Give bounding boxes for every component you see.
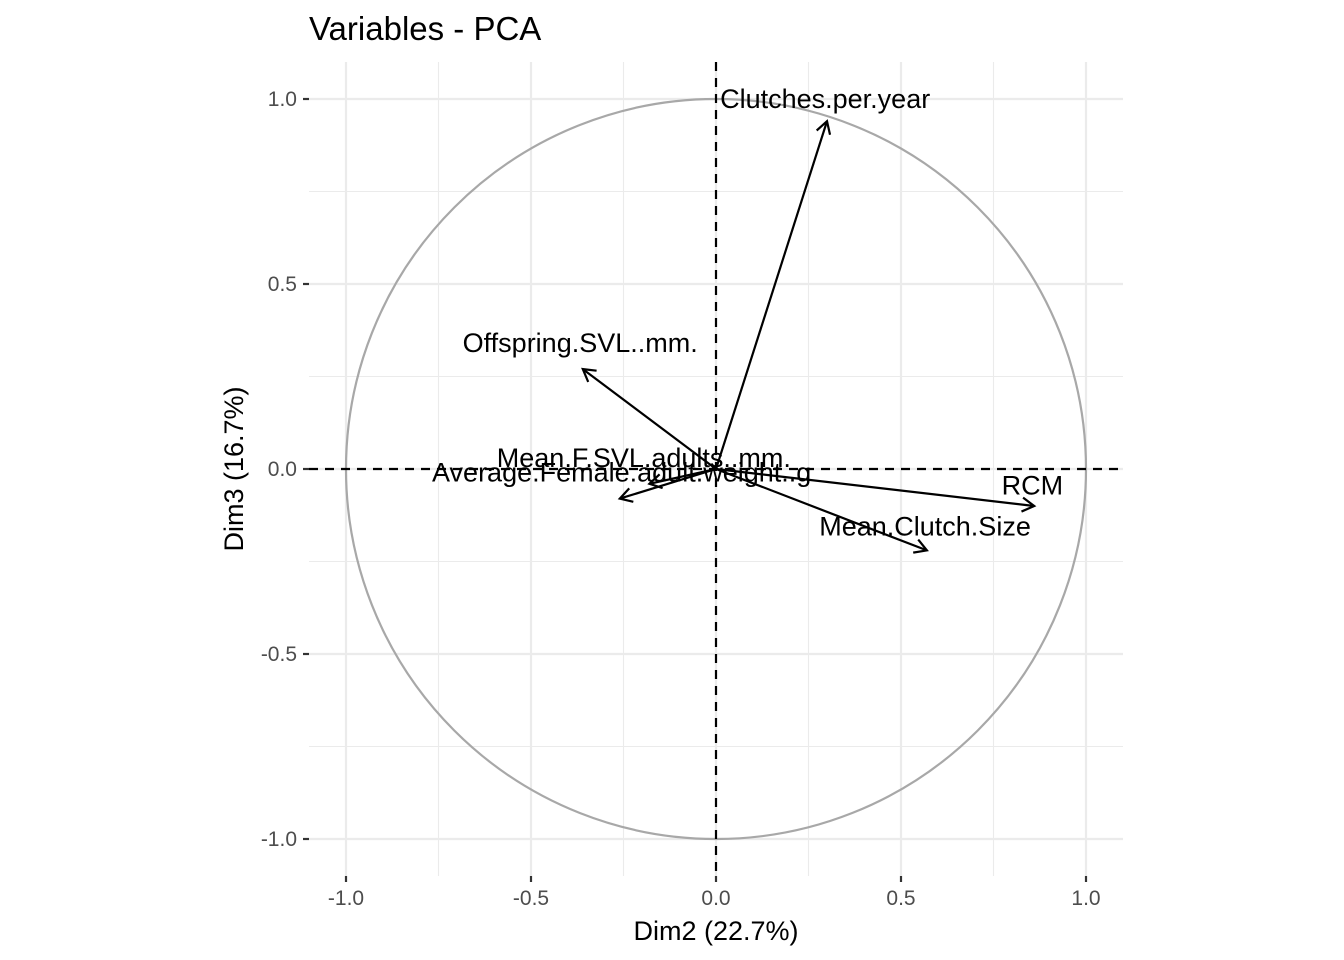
y-tick-label: -1.0	[261, 828, 297, 851]
label-offspring-svl-mm: Offspring.SVL..mm.	[463, 328, 698, 358]
variable-labels: Clutches.per.year Offspring.SVL..mm. Mean.…	[432, 84, 1063, 541]
y-axis-title: Dim3 (16.7%)	[219, 386, 249, 551]
chart-title: Variables - PCA	[309, 10, 541, 47]
label-clutches-per-year: Clutches.per.year	[720, 84, 930, 114]
label-mean-clutch-size: Mean.Clutch.Size	[819, 511, 1031, 541]
x-tick-label: -1.0	[328, 887, 364, 910]
x-tick-label: 0.5	[886, 887, 915, 910]
y-tick-label: 0.5	[268, 273, 297, 296]
y-tick-label: 0.0	[268, 458, 297, 481]
x-axis-title: Dim2 (22.7%)	[633, 916, 798, 946]
arrow-rcm	[715, 467, 1037, 513]
arrow-offspring-svl-mm	[581, 367, 717, 470]
variable-arrows	[581, 119, 1037, 554]
x-tick-label: -0.5	[513, 887, 549, 910]
label-rcm: RCM	[1002, 471, 1064, 501]
x-tick-label: 1.0	[1071, 887, 1100, 910]
arrow-mean-clutch-size	[715, 467, 929, 554]
x-tick-label: 0.0	[701, 887, 730, 910]
label-mean-f-svl-adults-mm: Mean.F.SVL.adults..mm.	[497, 443, 791, 473]
axes: -1.0 -0.5 0.0 0.5 1.0 -1.0 -0.5 0.0 0.5 1.0	[261, 88, 1101, 910]
arrow-average-female-adult-weight-g	[617, 467, 717, 503]
y-tick-label: 1.0	[268, 88, 297, 111]
arrow-clutches-per-year	[714, 119, 832, 470]
y-tick-label: -0.5	[261, 643, 297, 666]
label-average-female-adult-weight-g: Average.Female.adult.weight..g	[432, 458, 811, 488]
